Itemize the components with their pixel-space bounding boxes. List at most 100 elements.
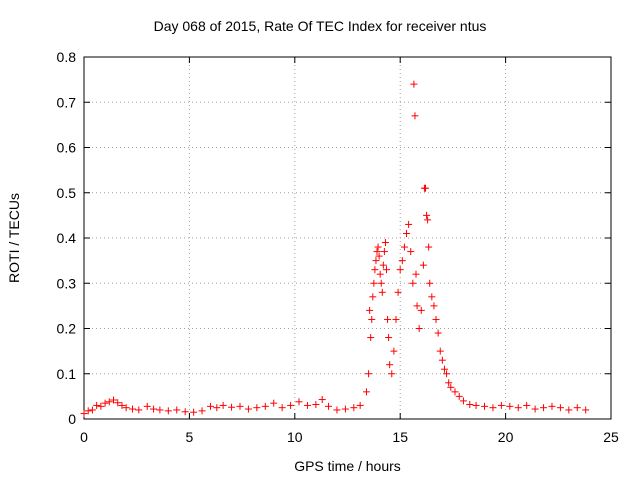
data-point bbox=[370, 279, 378, 287]
data-point bbox=[368, 315, 376, 323]
plot-frame bbox=[83, 56, 612, 420]
data-point bbox=[318, 396, 326, 404]
x-tick-label: 25 bbox=[603, 429, 619, 445]
y-tick-label: 0.1 bbox=[57, 366, 77, 382]
data-point bbox=[198, 407, 206, 415]
data-point bbox=[325, 402, 333, 410]
data-point bbox=[398, 257, 406, 265]
y-axis-label: ROTI / TECUs bbox=[6, 193, 22, 283]
data-point bbox=[382, 266, 390, 274]
data-point bbox=[362, 388, 370, 396]
data-point bbox=[466, 401, 474, 409]
data-point bbox=[531, 405, 539, 413]
data-point bbox=[377, 279, 385, 287]
data-point bbox=[128, 405, 136, 413]
data-point bbox=[413, 302, 421, 310]
data-point bbox=[376, 270, 384, 278]
data-point bbox=[455, 392, 463, 400]
data-point bbox=[417, 306, 425, 314]
data-point bbox=[409, 279, 417, 287]
data-point bbox=[423, 211, 431, 219]
data-point bbox=[375, 252, 383, 260]
data-point bbox=[143, 402, 151, 410]
data-point bbox=[371, 266, 379, 274]
data-point bbox=[101, 399, 109, 407]
data-point bbox=[432, 315, 440, 323]
data-point bbox=[190, 408, 198, 416]
data-point bbox=[118, 401, 126, 409]
data-point bbox=[350, 404, 358, 412]
y-tick-label: 0.2 bbox=[57, 321, 77, 337]
data-point bbox=[84, 407, 92, 415]
data-point bbox=[278, 404, 286, 412]
data-point bbox=[93, 401, 101, 409]
y-tick-label: 0.8 bbox=[57, 49, 77, 65]
data-point bbox=[173, 406, 181, 414]
data-point bbox=[424, 216, 432, 224]
y-tick-label: 0.4 bbox=[57, 230, 77, 246]
data-point bbox=[150, 405, 158, 413]
data-point bbox=[295, 398, 303, 406]
data-point bbox=[228, 403, 236, 411]
data-point bbox=[400, 243, 408, 251]
data-point bbox=[385, 334, 393, 342]
data-point bbox=[426, 279, 434, 287]
data-point bbox=[472, 401, 480, 409]
data-point bbox=[438, 356, 446, 364]
y-tick-label: 0.3 bbox=[57, 275, 77, 291]
data-point bbox=[236, 402, 244, 410]
data-point bbox=[333, 406, 341, 414]
data-point bbox=[403, 229, 411, 237]
x-tick-label: 20 bbox=[498, 429, 514, 445]
x-tick-label: 15 bbox=[392, 429, 408, 445]
data-point bbox=[419, 261, 427, 269]
data-point bbox=[410, 80, 418, 88]
data-point bbox=[373, 248, 381, 256]
data-point bbox=[105, 398, 113, 406]
data-point bbox=[386, 361, 394, 369]
data-point bbox=[573, 404, 581, 412]
data-point bbox=[374, 243, 382, 251]
data-point bbox=[388, 370, 396, 378]
data-point bbox=[287, 401, 295, 409]
data-point bbox=[436, 347, 444, 355]
data-point bbox=[415, 325, 423, 332]
data-point bbox=[365, 370, 373, 378]
data-point bbox=[253, 404, 261, 412]
data-point bbox=[135, 406, 143, 414]
x-tick-label: 0 bbox=[80, 429, 88, 445]
data-point bbox=[156, 406, 164, 414]
data-point bbox=[384, 315, 392, 323]
data-point bbox=[459, 397, 467, 405]
data-point bbox=[88, 406, 96, 414]
data-point bbox=[540, 404, 548, 412]
chart-title: Day 068 of 2015, Rate Of TEC Index for r… bbox=[153, 18, 487, 34]
data-point bbox=[206, 402, 214, 410]
data-point bbox=[447, 383, 455, 391]
data-point bbox=[110, 396, 118, 404]
data-point bbox=[303, 401, 311, 409]
data-point bbox=[122, 404, 130, 412]
data-point bbox=[396, 266, 404, 274]
x-axis-label: GPS time / hours bbox=[294, 458, 401, 474]
data-point bbox=[445, 379, 453, 387]
data-point bbox=[164, 407, 172, 415]
x-tick-label: 5 bbox=[186, 429, 194, 445]
x-tick-label: 10 bbox=[287, 429, 303, 445]
data-point bbox=[556, 404, 564, 412]
y-tick-label: 0.6 bbox=[57, 140, 77, 156]
data-point bbox=[407, 248, 415, 256]
data-point bbox=[523, 401, 531, 409]
data-point bbox=[434, 329, 442, 337]
data-point bbox=[582, 406, 590, 414]
data-point bbox=[497, 401, 505, 409]
y-tick-label: 0.7 bbox=[57, 94, 77, 110]
data-point bbox=[548, 402, 556, 410]
data-point bbox=[80, 410, 88, 418]
data-point bbox=[514, 404, 522, 412]
data-point bbox=[506, 402, 514, 410]
data-point bbox=[405, 220, 413, 228]
data-point bbox=[394, 288, 402, 296]
data-point bbox=[411, 112, 419, 120]
